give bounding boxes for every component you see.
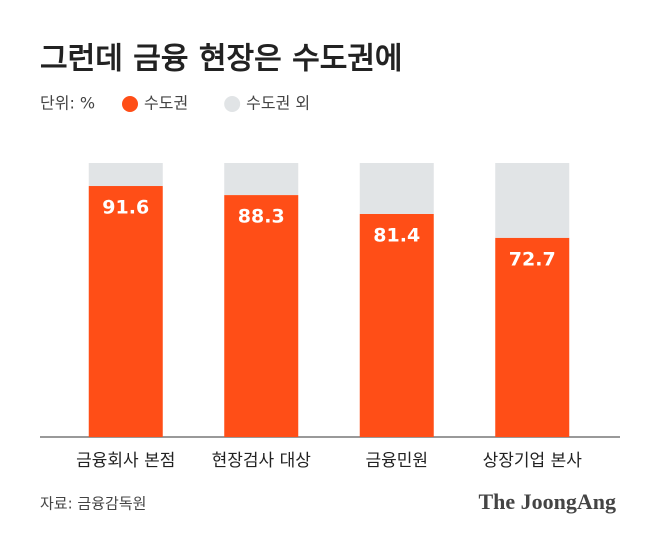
x-tick-label: 현장검사 대상 — [212, 451, 312, 471]
bar-segment — [224, 163, 299, 196]
x-tick-label: 상장기업 본사 — [483, 451, 583, 471]
x-tick-label: 금융민원 — [365, 451, 428, 471]
chart-title: 그런데 금융 현장은 수도권에 — [40, 42, 403, 77]
x-tick-label: 금융회사 본점 — [76, 451, 175, 471]
legend-marker — [122, 96, 138, 112]
unit-label: 단위: % — [40, 94, 95, 113]
legend-marker — [224, 96, 241, 112]
bar-segment — [88, 163, 163, 187]
bar-segment — [495, 163, 570, 238]
source: 자료: 금융감독원 — [40, 495, 146, 513]
value-label: 91.6 — [102, 197, 149, 219]
brand: The JoongAng — [478, 489, 616, 514]
bar-segment — [224, 195, 299, 437]
value-label: 81.4 — [373, 224, 420, 246]
bar-segment — [88, 186, 163, 437]
bar-segment — [359, 163, 434, 214]
bar-segment — [359, 213, 434, 437]
legend-label: 수도권 — [144, 94, 188, 113]
value-label: 88.3 — [238, 206, 285, 228]
bar-segment — [495, 237, 570, 437]
legend-label: 수도권 외 — [246, 94, 310, 113]
value-label: 72.7 — [509, 248, 556, 270]
